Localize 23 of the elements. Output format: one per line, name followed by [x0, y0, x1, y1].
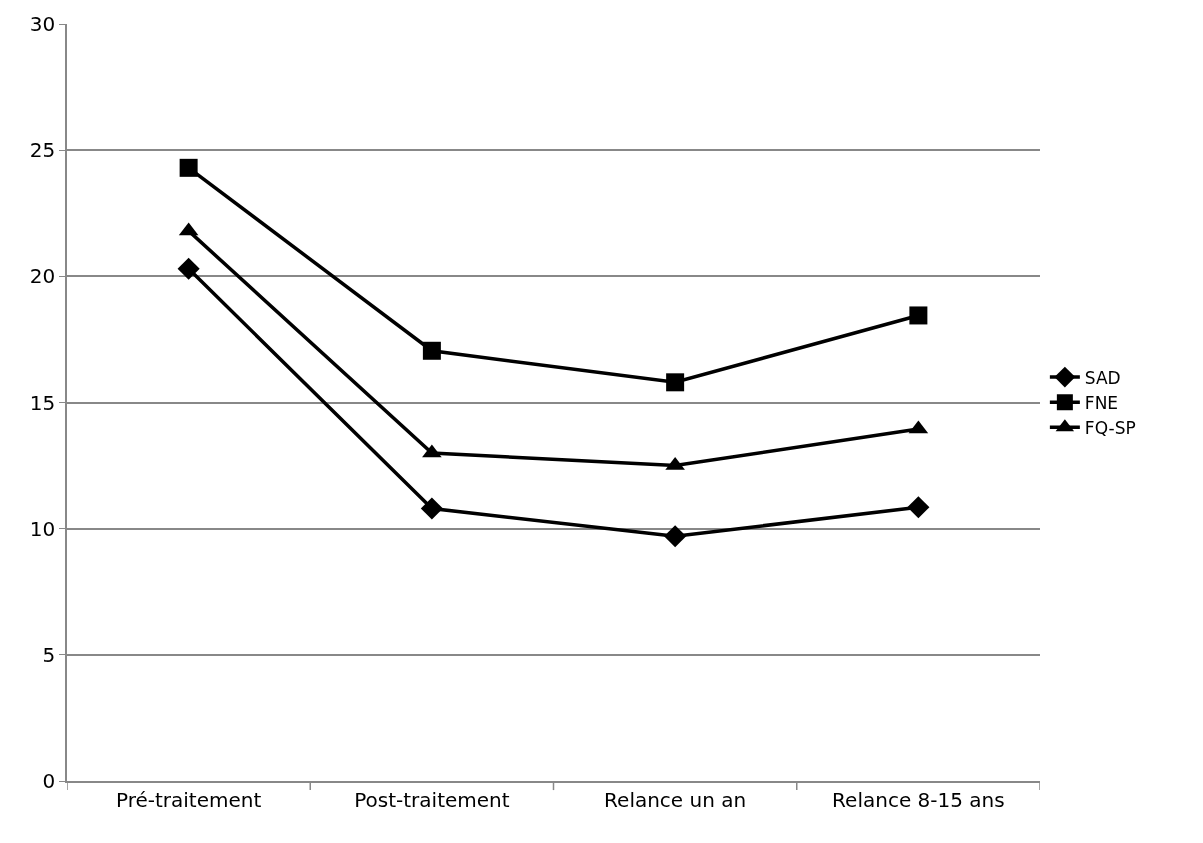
legend-label: FNE	[1084, 392, 1119, 413]
point	[177, 257, 200, 280]
y-tick-label: 0	[42, 769, 56, 793]
point	[422, 341, 441, 360]
point	[420, 497, 443, 520]
x-tick-label: Relance 8-15 ans	[832, 787, 1005, 812]
y-tick-label: 25	[29, 138, 56, 163]
y-tick-label: 30	[29, 12, 56, 36]
y-tick-label: 15	[29, 390, 56, 415]
y-tick-label: 20	[29, 264, 56, 289]
y-tick-label: 10	[29, 516, 56, 541]
point	[422, 444, 442, 458]
legend-label: SAD	[1084, 367, 1121, 388]
point	[666, 373, 685, 392]
legend-label: FQ-SP	[1084, 417, 1136, 438]
x-tick-label: Pré-traitement	[115, 787, 262, 812]
x-tick-label: Post-traitement	[354, 787, 510, 812]
point	[179, 158, 198, 177]
x-tick-label: Relance un an	[604, 787, 747, 812]
point	[907, 496, 930, 519]
point	[909, 306, 928, 325]
point	[664, 525, 687, 548]
y-tick-label: 5	[42, 642, 56, 667]
